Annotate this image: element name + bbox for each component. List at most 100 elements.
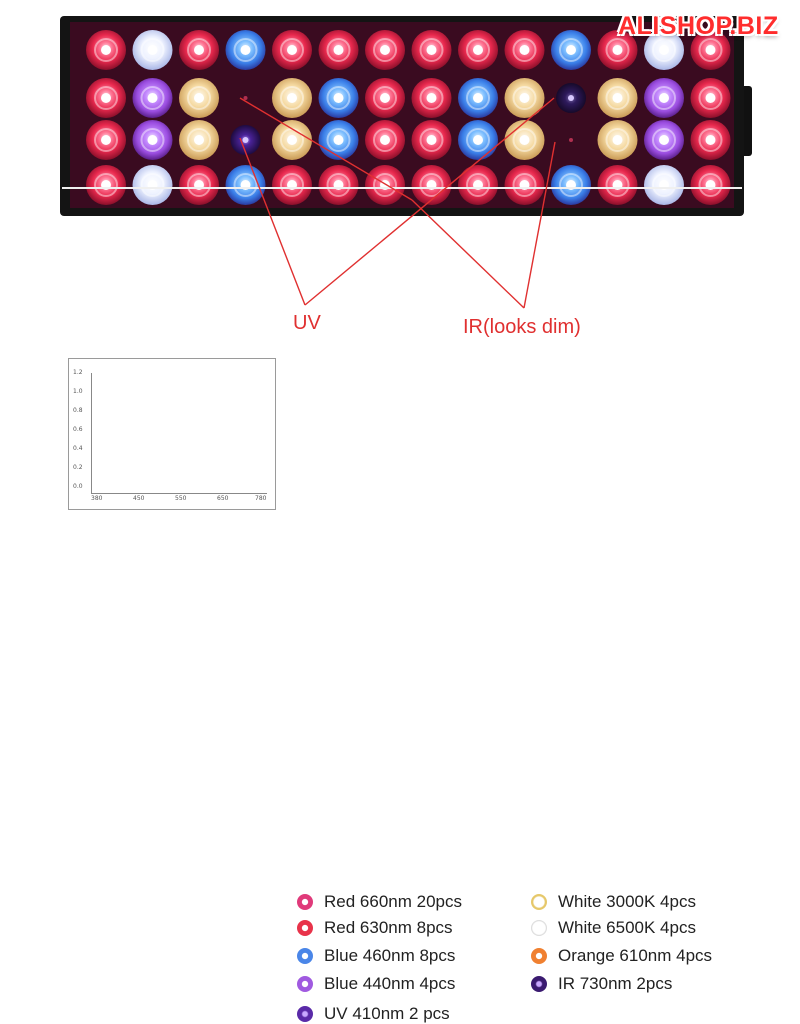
red-led [458, 30, 498, 70]
legend-item: Blue 440nm 4pcs [297, 974, 455, 994]
cool-white-led-icon [531, 920, 547, 936]
red-led [179, 30, 219, 70]
y-axis-line [91, 373, 92, 493]
legend-item: Red 630nm 8pcs [297, 918, 453, 938]
y-tick: 0.4 [73, 445, 83, 452]
x-tick: 450 [133, 495, 145, 502]
warm-led [179, 120, 219, 160]
spectrum-graph: 1.2 1.0 0.8 0.6 0.4 0.2 0.0 380 450 550 … [68, 358, 276, 510]
red-led [272, 165, 312, 205]
violet-led-icon [297, 976, 313, 992]
ir-led [556, 83, 586, 113]
legend-item: Orange 610nm 4pcs [531, 946, 712, 966]
red-led [597, 165, 638, 205]
y-tick: 1.2 [73, 369, 83, 376]
uv-led-icon [297, 1006, 313, 1022]
blue-led [318, 120, 359, 160]
blue-led-icon [297, 948, 313, 964]
callout-line [411, 199, 525, 309]
site-watermark: ALISHOP.BIZ [618, 12, 779, 40]
red-led [365, 165, 405, 205]
red-led [318, 30, 359, 70]
legend-label: Blue 440nm 4pcs [324, 974, 456, 993]
red-led [690, 30, 731, 70]
warm-led [504, 120, 545, 160]
legend-label: Blue 460nm 8pcs [324, 946, 456, 965]
x-tick: 780 [255, 495, 267, 502]
red-led [411, 165, 452, 205]
legend-item: IR 730nm 2pcs [531, 974, 672, 994]
callout-line [239, 97, 413, 201]
warm-led [179, 78, 219, 118]
legend-item: Blue 460nm 8pcs [297, 946, 455, 966]
y-tick: 0.6 [73, 426, 83, 433]
warm-led [597, 120, 638, 160]
warm-led [597, 78, 638, 118]
x-tick: 550 [175, 495, 187, 502]
blue-led [551, 165, 591, 205]
y-tick: 0.8 [73, 407, 83, 414]
red-led [272, 30, 312, 70]
led-array [86, 30, 731, 205]
red-led [690, 120, 731, 160]
legend-item: White 3000K 4pcs [531, 892, 696, 912]
orange-led-icon [531, 948, 547, 964]
white-led [644, 30, 684, 70]
warm-led [272, 78, 312, 118]
callout-line [239, 137, 306, 306]
warm-white-led-icon [531, 894, 547, 910]
x-tick: 650 [217, 495, 229, 502]
callout-line [304, 97, 555, 306]
red-led-icon [297, 920, 313, 936]
uv-led [230, 125, 261, 155]
uv-callout-label: UV [293, 312, 321, 334]
red-led [179, 165, 219, 205]
callout-lines [239, 97, 556, 309]
empty-led-slot [569, 138, 573, 142]
red-led-icon [297, 894, 313, 910]
red-led [458, 165, 498, 205]
blue-led [318, 78, 359, 118]
white-led [132, 165, 173, 205]
blue-led [551, 30, 591, 70]
x-axis-line [91, 493, 267, 494]
y-tick: 0.2 [73, 464, 83, 471]
ir-callout-label: IR(looks dim) [463, 316, 581, 338]
violet-led [644, 120, 684, 160]
legend-label: Red 660nm 20pcs [324, 892, 462, 911]
red-led [504, 165, 545, 205]
white-led [132, 30, 173, 70]
red-led [411, 30, 452, 70]
red-led [365, 30, 405, 70]
blue-led [225, 30, 266, 70]
ir-led-icon [531, 976, 547, 992]
legend-item: White 6500K 4pcs [531, 918, 696, 938]
violet-led [644, 78, 684, 118]
red-led [365, 78, 405, 118]
red-led [86, 165, 126, 205]
red-led [86, 78, 126, 118]
blue-led [458, 120, 498, 160]
legend-label: Red 630nm 8pcs [324, 918, 453, 937]
red-led [86, 30, 126, 70]
product-photo: ALISHOP.BIZ UV IR(looks dim) 1.2 1.0 0.8… [60, 12, 779, 1023]
white-led [644, 165, 684, 205]
spectrum-x-axis: 380 450 550 650 780 [69, 495, 275, 505]
legend-label: IR 730nm 2pcs [558, 974, 673, 993]
red-led [318, 165, 359, 205]
y-tick: 0.0 [73, 483, 83, 490]
warm-led [504, 78, 545, 118]
red-led [411, 78, 452, 118]
legend-label: White 6500K 4pcs [558, 918, 696, 937]
legend-label: UV 410nm 2 pcs [324, 1004, 450, 1023]
callout-line [523, 141, 556, 309]
red-led [411, 120, 452, 160]
red-led [597, 30, 638, 70]
led-panel-illustration [60, 16, 752, 495]
violet-led [132, 120, 173, 160]
legend-item: UV 410nm 2 pcs [297, 1004, 450, 1024]
y-tick: 1.0 [73, 388, 83, 395]
x-tick: 380 [91, 495, 103, 502]
violet-led [132, 78, 173, 118]
empty-led-slot [243, 96, 248, 100]
